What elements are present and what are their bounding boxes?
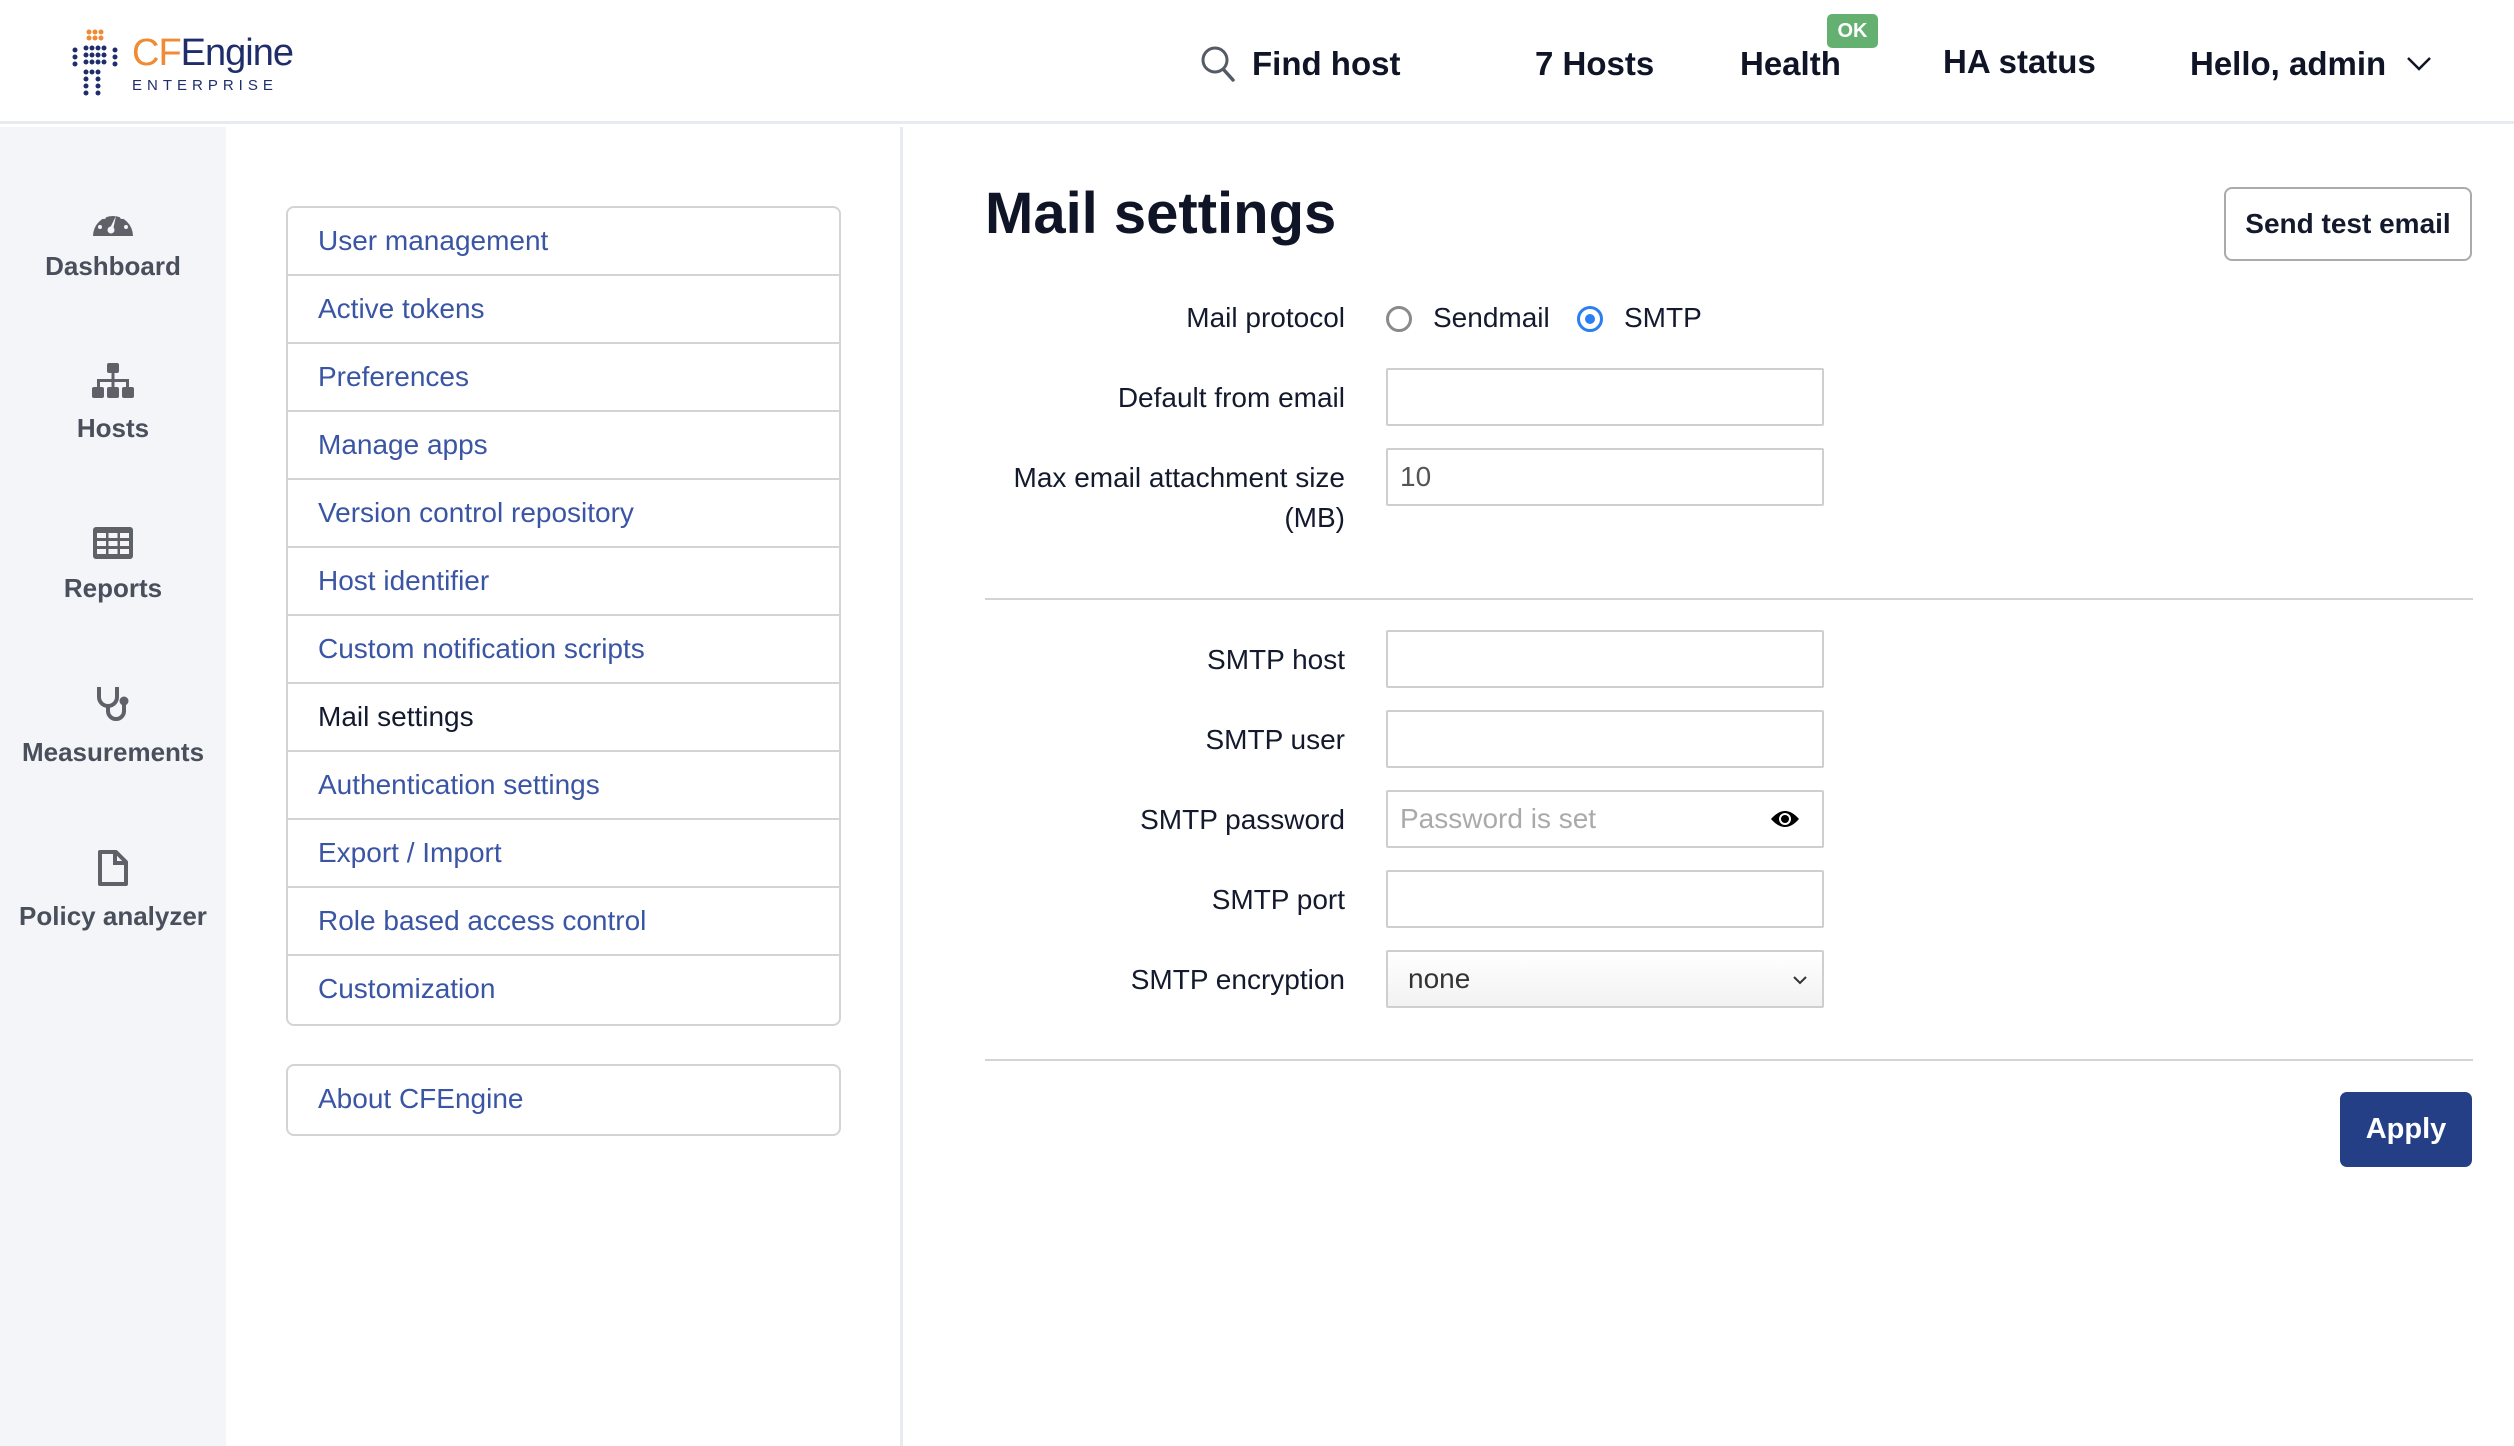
- max-attachment-label-line2: (MB): [1284, 502, 1345, 533]
- smtp-port-input[interactable]: [1386, 870, 1824, 928]
- radio-sendmail-label[interactable]: Sendmail: [1433, 302, 1550, 333]
- sidebar-item-measurements[interactable]: Measurements: [0, 685, 226, 768]
- sidebar-label-reports: Reports: [63, 573, 163, 603]
- default-from-email-label: Default from email: [1117, 382, 1345, 413]
- menu-item-customization[interactable]: Customization: [318, 973, 496, 1004]
- menu-item-manage-apps[interactable]: Manage apps: [288, 412, 839, 480]
- radio-smtp[interactable]: [1577, 306, 1603, 332]
- max-attachment-label: Max email attachment size (MB): [1014, 458, 1345, 538]
- menu-item-version-control[interactable]: Version control repository: [288, 480, 839, 548]
- menu-item-export-import[interactable]: Export / Import: [288, 820, 839, 888]
- find-host-button[interactable]: Find host: [1200, 42, 1400, 86]
- menu-item-about[interactable]: About CFEngine: [318, 1083, 524, 1114]
- find-host-label: Find host: [1252, 45, 1401, 82]
- top-header: CFEngine ENTERPRISE Find host 7 Hosts He…: [0, 0, 2514, 124]
- sidebar-item-dashboard[interactable]: Dashboard: [0, 203, 226, 282]
- health-link[interactable]: Health: [1740, 45, 1841, 82]
- smtp-encryption-label: SMTP encryption: [1130, 964, 1345, 995]
- chevron-down-icon: [1793, 976, 1807, 985]
- sidebar-label-policy-analyzer: Policy analyzer: [19, 901, 207, 931]
- menu-item-mail-settings[interactable]: Mail settings: [288, 684, 839, 752]
- menu-item-rbac[interactable]: Role based access control: [288, 888, 839, 956]
- smtp-host-label: SMTP host: [1207, 644, 1345, 675]
- divider: [985, 1059, 2473, 1061]
- sidebar-item-reports[interactable]: Reports: [0, 527, 226, 604]
- logo-text: CFEngine ENTERPRISE: [132, 32, 294, 94]
- settings-menu: User management Active tokens Preference…: [286, 206, 841, 1026]
- sidebar-item-hosts[interactable]: Hosts: [0, 363, 226, 444]
- smtp-encryption-value: none: [1408, 963, 1471, 994]
- radio-smtp-label[interactable]: SMTP: [1624, 302, 1702, 333]
- page-title: Mail settings: [985, 181, 1337, 246]
- table-icon: [93, 527, 133, 559]
- smtp-password-label: SMTP password: [1140, 804, 1345, 835]
- sidebar-label-measurements: Measurements: [21, 737, 205, 767]
- smtp-host-input[interactable]: [1386, 630, 1824, 688]
- logo-subtitle: ENTERPRISE: [132, 77, 278, 94]
- menu-item-user-management[interactable]: User management: [288, 208, 839, 276]
- smtp-password-input[interactable]: Password is set: [1386, 790, 1824, 848]
- chevron-down-icon: [2407, 57, 2432, 71]
- menu-item-active-tokens[interactable]: Active tokens: [288, 276, 839, 344]
- about-menu: About CFEngine: [286, 1064, 841, 1136]
- smtp-port-label: SMTP port: [1211, 884, 1345, 915]
- sidebar-label-hosts: Hosts: [76, 413, 150, 443]
- menu-item-authentication-settings[interactable]: Authentication settings: [288, 752, 839, 820]
- menu-item-preferences[interactable]: Preferences: [288, 344, 839, 412]
- stethoscope-icon: [97, 687, 129, 721]
- apply-button[interactable]: Apply: [2340, 1092, 2472, 1167]
- default-from-email-input[interactable]: [1386, 368, 1824, 426]
- search-icon: [1201, 46, 1235, 82]
- divider: [985, 598, 2473, 600]
- user-menu-label: Hello, admin: [2190, 45, 2387, 82]
- mail-protocol-label: Mail protocol: [1186, 302, 1345, 333]
- sidebar: Dashboard Hosts Reports Measurements Pol…: [0, 127, 226, 1446]
- smtp-user-label: SMTP user: [1205, 724, 1345, 755]
- hosts-count-link[interactable]: 7 Hosts: [1535, 45, 1655, 82]
- eye-icon[interactable]: [1770, 809, 1800, 829]
- max-attachment-label-line1: Max email attachment size: [1013, 462, 1345, 493]
- logo-cf: CF: [132, 32, 182, 74]
- health-status-badge: OK: [1827, 14, 1878, 48]
- cfengine-logo-icon: [72, 29, 118, 96]
- sidebar-item-policy-analyzer[interactable]: Policy analyzer: [0, 849, 226, 932]
- menu-item-host-identifier[interactable]: Host identifier: [288, 548, 839, 616]
- dashboard-icon: [93, 210, 133, 236]
- user-menu[interactable]: Hello, admin: [2190, 42, 2432, 86]
- ha-status-link[interactable]: HA status: [1943, 43, 2096, 80]
- smtp-encryption-select[interactable]: none: [1386, 950, 1824, 1008]
- smtp-password-placeholder: Password is set: [1400, 803, 1597, 834]
- sidebar-label-dashboard: Dashboard: [45, 251, 181, 281]
- file-icon: [98, 850, 128, 886]
- logo-engine: Engine: [180, 32, 294, 74]
- send-test-email-button[interactable]: Send test email: [2224, 187, 2472, 261]
- max-attachment-input[interactable]: 10: [1386, 448, 1824, 506]
- radio-sendmail[interactable]: [1386, 306, 1412, 332]
- smtp-user-input[interactable]: [1386, 710, 1824, 768]
- settings-menu-column: User management Active tokens Preference…: [226, 127, 903, 1446]
- sitemap-icon: [92, 363, 134, 398]
- cfengine-logo[interactable]: CFEngine ENTERPRISE: [72, 28, 294, 98]
- menu-item-custom-notification-scripts[interactable]: Custom notification scripts: [288, 616, 839, 684]
